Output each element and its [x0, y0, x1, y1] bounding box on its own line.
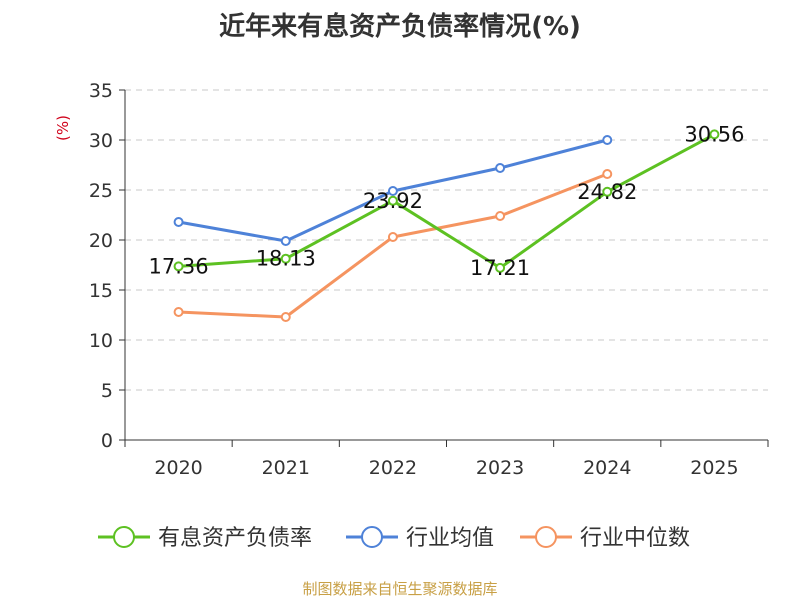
legend-item: 有息资产负债率: [98, 526, 312, 551]
data-label: 17.36: [149, 254, 209, 278]
data-label: 17.21: [470, 256, 530, 280]
data-point: [387, 195, 398, 206]
data-labels: 17.36 18.13 23.92 17.21 24.82 30.56: [149, 122, 745, 280]
data-label: 23.92: [363, 189, 423, 213]
grid: [125, 89, 768, 391]
legend: 有息资产负债率 行业均值 行业中位数: [98, 526, 690, 551]
y-tick-label: 20: [89, 230, 113, 252]
series-line: [178, 133, 716, 270]
y-axis-label: (%): [54, 115, 72, 141]
data-point: [709, 129, 720, 140]
legend-marker: [361, 526, 383, 548]
data-point: [173, 217, 184, 227]
data-label: 30.56: [684, 122, 744, 146]
y-tick-label: 30: [89, 130, 113, 152]
y-tick-label: 15: [89, 280, 113, 302]
data-point: [387, 186, 398, 196]
legend-label: 行业均值: [406, 526, 494, 551]
data-point: [280, 312, 291, 322]
data-point: [602, 135, 613, 145]
y-tick-label: 0: [101, 430, 113, 452]
legend-label: 有息资产负债率: [158, 526, 312, 551]
data-point: [280, 236, 291, 246]
series: [173, 129, 720, 322]
x-tick-label: 2021: [262, 457, 310, 479]
legend-item: 行业中位数: [520, 526, 690, 551]
data-point: [602, 169, 613, 179]
data-label: 24.82: [577, 180, 637, 204]
x-tick-label: 2020: [154, 457, 202, 479]
legend-marker: [535, 526, 557, 548]
data-point: [495, 262, 506, 273]
x-tick-label: 2022: [369, 457, 417, 479]
y-tick-label: 25: [89, 180, 113, 202]
x-tick-label: 2024: [583, 457, 631, 479]
y-tick-label: 5: [101, 380, 113, 402]
data-point: [173, 307, 184, 317]
data-point: [173, 261, 184, 272]
data-label: 18.13: [256, 247, 316, 271]
legend-marker: [113, 526, 135, 548]
data-point: [387, 232, 398, 242]
data-point: [495, 163, 506, 173]
chart-title: 近年来有息资产负债率情况(%): [219, 12, 581, 42]
data-point: [495, 211, 506, 221]
y-tick-label: 35: [89, 80, 113, 102]
source-note: 制图数据来自恒生聚源数据库: [302, 580, 498, 598]
x-tick-label: 2023: [476, 457, 524, 479]
data-point: [602, 186, 613, 197]
y-tick-label: 10: [89, 330, 113, 352]
legend-item: 行业均值: [346, 526, 494, 551]
legend-label: 行业中位数: [580, 526, 690, 551]
x-tick-label: 2025: [690, 457, 738, 479]
data-point: [280, 253, 291, 264]
